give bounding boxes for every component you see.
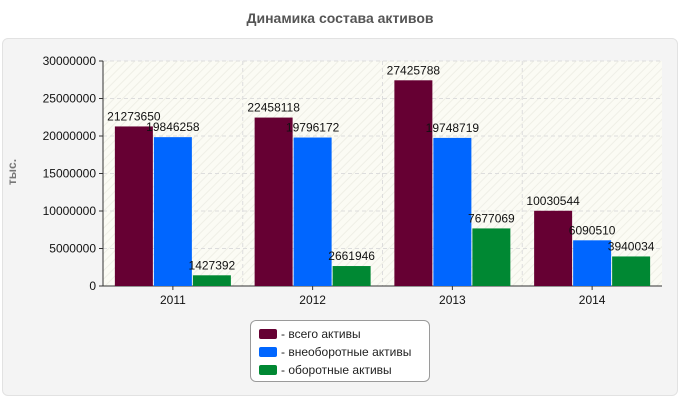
- legend-label-1: - внеоборотные активы: [281, 345, 412, 359]
- data-label: 7677069: [468, 211, 515, 225]
- data-label: 19748719: [426, 121, 480, 135]
- y-tick-label: 30000000: [43, 54, 97, 68]
- bar: [573, 240, 612, 286]
- data-label: 19846258: [146, 120, 200, 134]
- bar: [472, 228, 511, 286]
- y-tick-label: 5000000: [49, 242, 96, 256]
- y-tick-label: 10000000: [43, 204, 97, 218]
- bar: [254, 117, 293, 286]
- legend-item-1: - внеоборотные активы: [259, 343, 421, 361]
- y-tick-label: 0: [89, 279, 96, 293]
- legend-label-0: - всего активы: [281, 327, 361, 341]
- legend: - всего активы - внеоборотные активы - о…: [250, 320, 430, 382]
- bar: [114, 126, 153, 286]
- bar: [153, 137, 192, 286]
- legend-swatch-1: [259, 347, 277, 357]
- y-tick-label: 20000000: [43, 129, 97, 143]
- x-tick-label: 2012: [299, 293, 326, 307]
- y-tick-label: 15000000: [43, 167, 97, 181]
- bar: [293, 137, 332, 286]
- x-tick-label: 2013: [439, 293, 466, 307]
- legend-label-2: - оборотные активы: [281, 363, 392, 377]
- legend-swatch-2: [259, 365, 277, 375]
- data-label: 27425788: [387, 63, 441, 77]
- chart-title: Динамика состава активов: [246, 10, 434, 26]
- bar: [433, 137, 472, 286]
- legend-item-2: - оборотные активы: [259, 361, 421, 379]
- bar: [394, 80, 433, 287]
- data-label: 3940034: [608, 239, 655, 253]
- y-tick-label: 25000000: [43, 92, 97, 106]
- data-label: 21273650: [107, 109, 161, 123]
- bar: [332, 266, 371, 286]
- data-label: 22458118: [247, 101, 300, 115]
- legend-item-0: - всего активы: [259, 325, 421, 343]
- data-label: 19796172: [286, 121, 340, 135]
- bar: [612, 256, 651, 286]
- x-tick-label: 2011: [160, 293, 186, 307]
- x-tick-label: 2014: [579, 293, 606, 307]
- legend-swatch-0: [259, 329, 277, 339]
- data-label: 1427392: [189, 258, 236, 272]
- bar: [192, 275, 231, 286]
- data-label: 6090510: [569, 223, 616, 237]
- data-label: 2661946: [328, 249, 375, 263]
- y-axis-label: тыс.: [5, 158, 19, 186]
- bar: [534, 210, 573, 286]
- data-label: 10030544: [526, 194, 580, 208]
